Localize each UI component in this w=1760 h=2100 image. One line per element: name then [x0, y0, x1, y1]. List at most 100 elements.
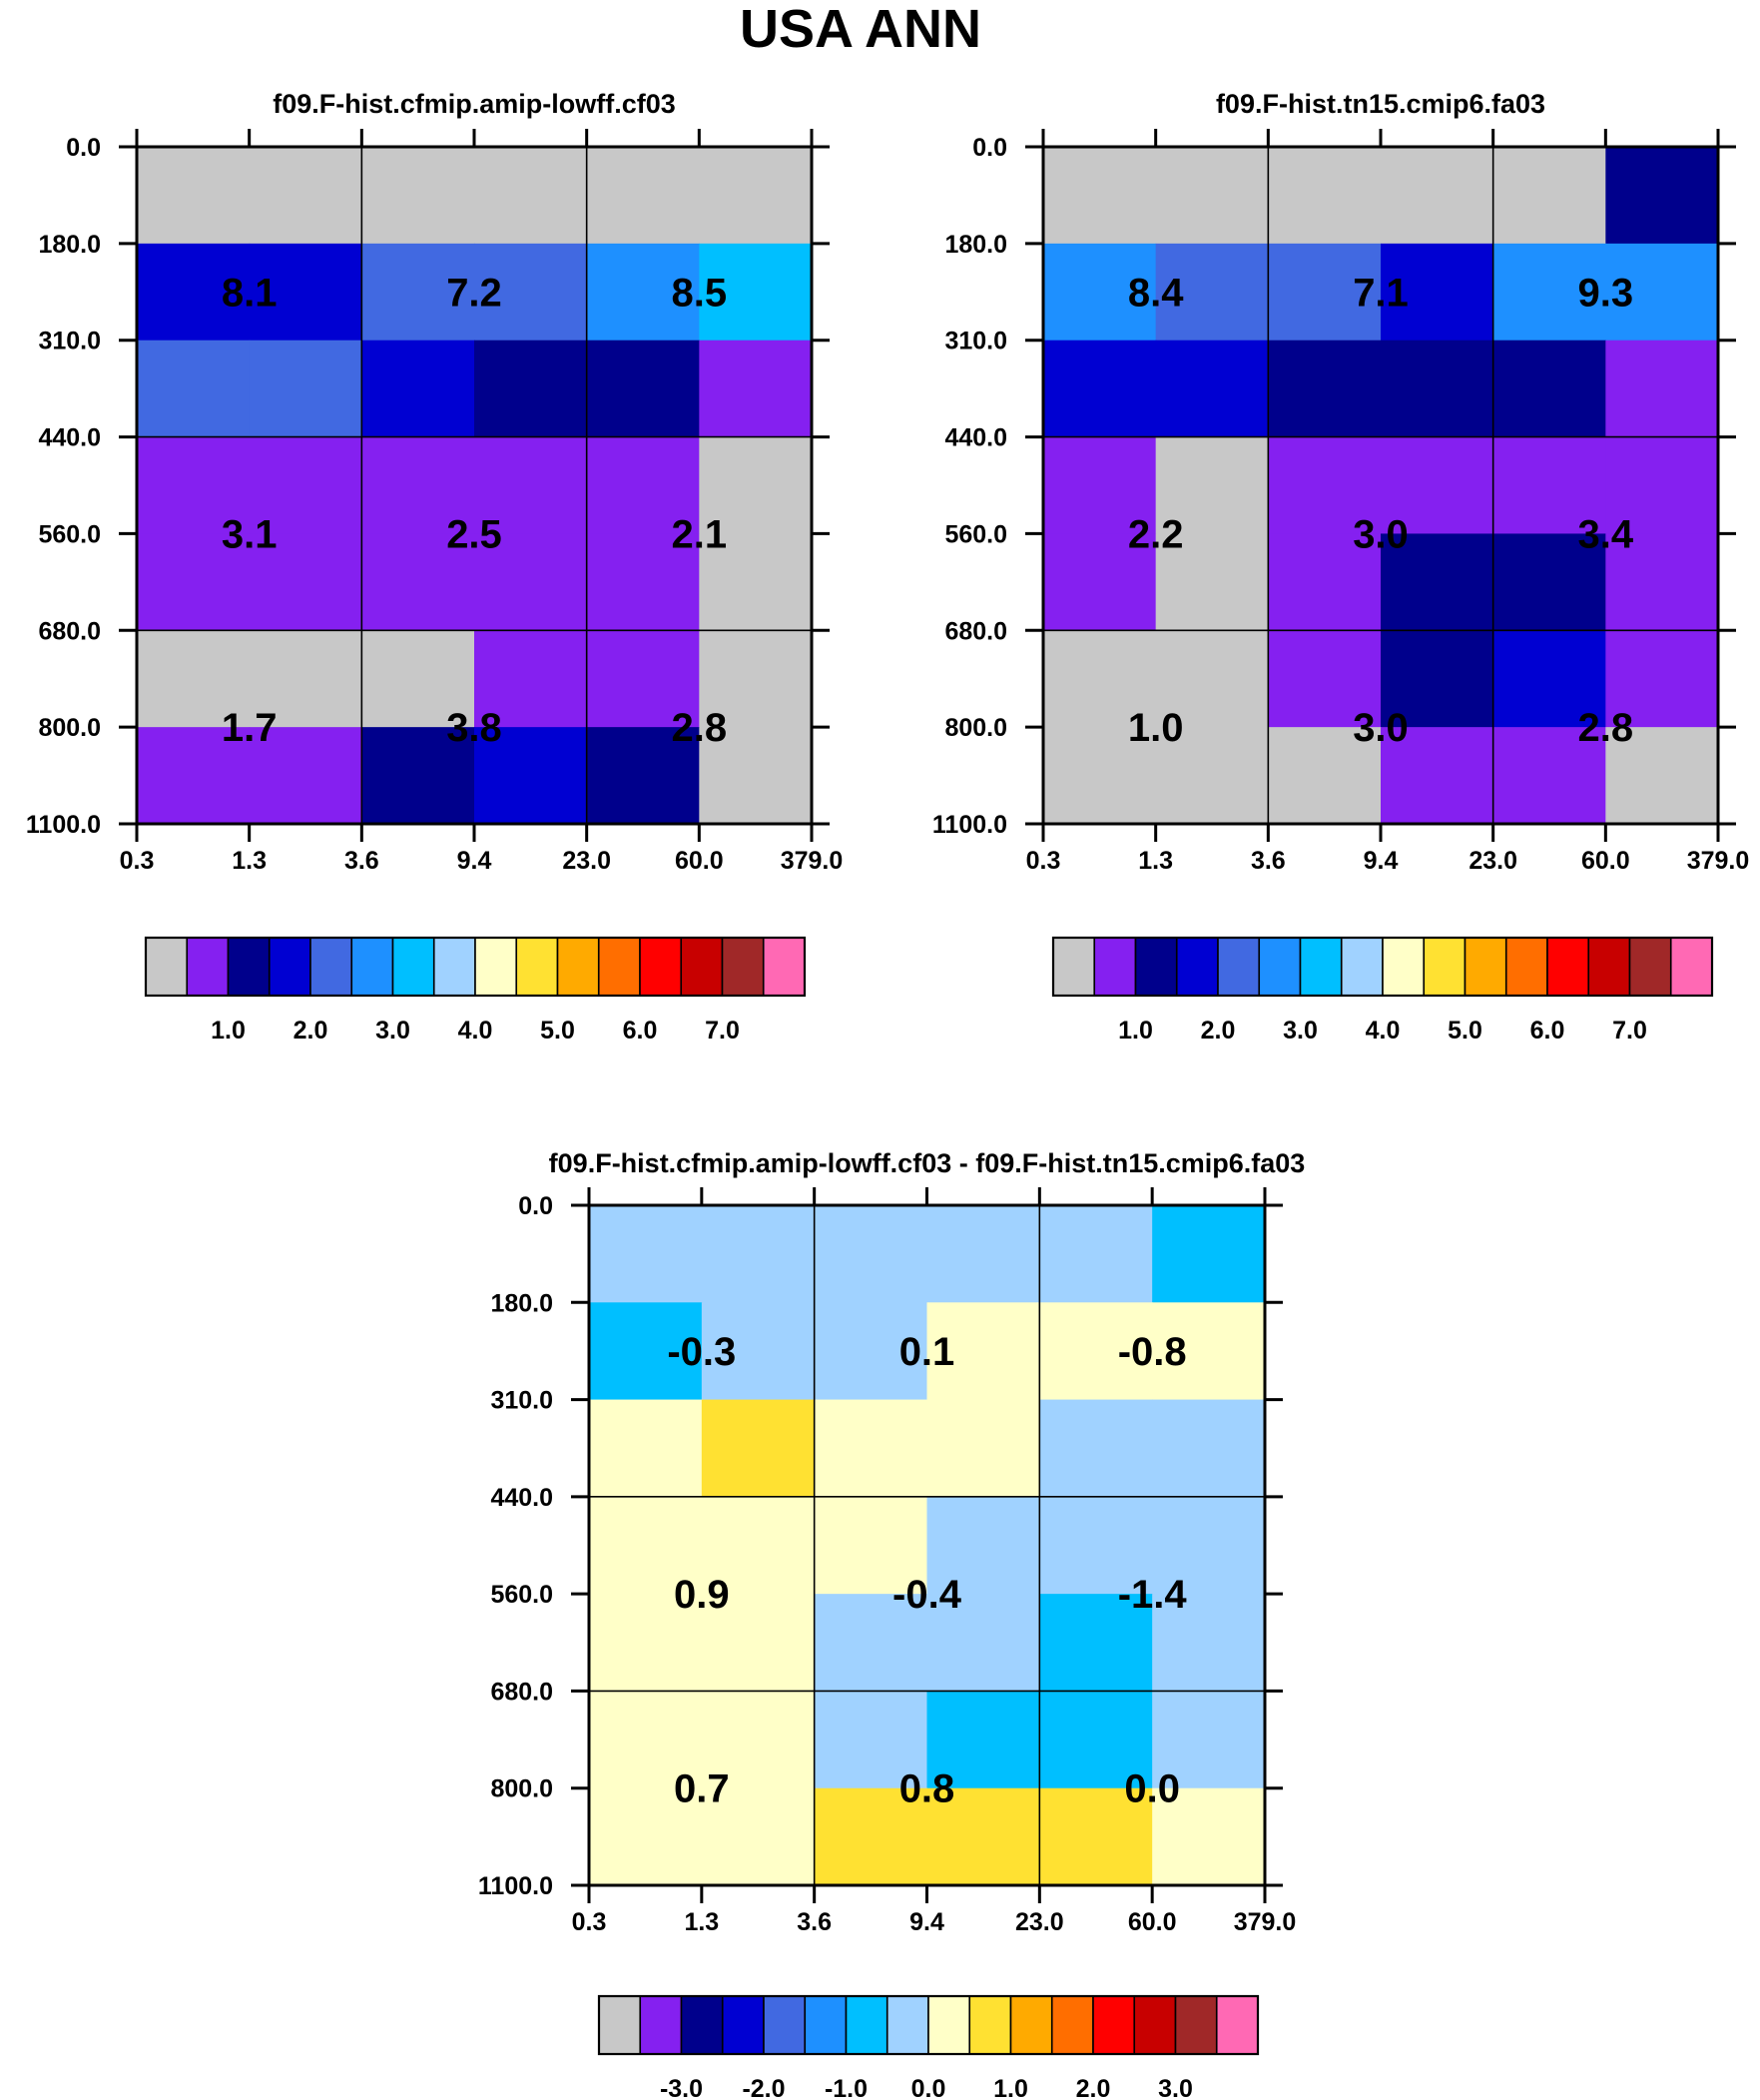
heatmap-cell	[699, 727, 813, 825]
y-tick-label: 560.0	[38, 520, 101, 548]
colorbar-box	[268, 937, 311, 997]
heatmap-cell	[586, 727, 700, 825]
x-tick-label: 3.6	[344, 847, 379, 875]
cell-value-label: 3.1	[222, 512, 278, 556]
tick-marks	[571, 1187, 1283, 1903]
heatmap-cell	[249, 727, 362, 825]
colorbar-box	[227, 937, 271, 997]
colorbar-box	[721, 1995, 765, 2055]
heatmap-cell	[1039, 1205, 1153, 1303]
heatmap-cell	[249, 630, 362, 728]
heatmap-cell	[926, 1787, 1040, 1886]
y-tick-label: 310.0	[490, 1387, 553, 1415]
x-tick-label: 23.0	[1015, 1908, 1064, 1936]
colorbar-box	[721, 937, 765, 997]
colorbar-box	[639, 1995, 683, 2055]
colorbar-label: -2.0	[742, 2075, 785, 2100]
heatmap-cell	[699, 630, 813, 728]
heatmap-cell	[1043, 243, 1157, 342]
colorbar-box	[1175, 937, 1219, 997]
y-tick-label: 680.0	[38, 617, 101, 645]
heatmap-cell	[1605, 533, 1719, 631]
heatmap-cells	[1043, 147, 1719, 825]
cell-value-label: 0.1	[899, 1330, 955, 1374]
cell-value-label: 8.5	[672, 271, 728, 315]
heatmap-cell	[699, 243, 813, 342]
colorbar-box	[885, 1995, 929, 2055]
colorbar-box	[1628, 937, 1672, 997]
heatmap-cell	[701, 1496, 816, 1595]
cell-value-label: 0.8	[899, 1767, 955, 1811]
panel-title: f09.F-hist.cfmip.amip-lowff.cf03	[273, 89, 676, 119]
grid-lines	[589, 1205, 1265, 1885]
y-tick-label: 680.0	[490, 1678, 553, 1706]
heatmap-cell	[474, 147, 588, 245]
colorbar-box	[1423, 937, 1467, 997]
colorbar-frame	[144, 936, 807, 998]
heatmap-cell	[586, 533, 700, 631]
heatmap-cell	[1152, 1399, 1266, 1498]
colorbar-label: -3.0	[660, 2075, 703, 2100]
x-tick-label: 23.0	[562, 847, 611, 875]
heatmap-cell	[589, 1691, 703, 1789]
cell-value-label: 3.8	[446, 706, 502, 750]
heatmap-cell	[1492, 727, 1606, 825]
y-tick-label: 440.0	[944, 424, 1007, 452]
colorbar-box	[1133, 1995, 1177, 2055]
heatmap-cell	[589, 1399, 703, 1498]
colorbar-label: 0.0	[911, 2075, 946, 2100]
heatmap-cell	[474, 340, 588, 438]
x-tick-label: 60.0	[675, 847, 724, 875]
heatmap-cell	[926, 1302, 1040, 1401]
panels: f09.F-hist.cfmip.amip-lowff.cf03 0.0 180.0…	[26, 89, 1749, 2100]
heatmap-cell	[137, 727, 251, 825]
heatmap-cell	[1043, 436, 1157, 535]
y-tick-label: 310.0	[38, 328, 101, 355]
heatmap-cell	[586, 340, 700, 438]
cell-value-label: 1.7	[222, 706, 278, 750]
heatmap-cell	[589, 1205, 703, 1303]
heatmap-cell	[1152, 1594, 1266, 1693]
colorbar-label: 5.0	[1448, 1017, 1482, 1045]
colorbar-box	[1134, 937, 1178, 997]
colorbar-label: 7.0	[705, 1017, 740, 1045]
heatmap-cell	[1605, 630, 1719, 728]
heatmap-cell	[1381, 340, 1494, 438]
colorbar-box	[432, 937, 476, 997]
heatmap-cell	[1043, 533, 1157, 631]
cell-value-label: 7.1	[1353, 271, 1409, 315]
heatmap-cell	[1155, 533, 1269, 631]
colorbar: 1.0 2.0 3.0 4.0 5.0 6.0 7.0	[144, 936, 807, 1045]
colorbar-box	[1340, 937, 1384, 997]
heatmap-cell	[1039, 1594, 1153, 1693]
colorbar-box	[474, 937, 518, 997]
colorbar-box	[1050, 1995, 1094, 2055]
colorbar-label: 3.0	[1283, 1017, 1318, 1045]
heatmap-cell	[701, 1787, 816, 1886]
colorbar-box	[639, 937, 683, 997]
heatmap-cell	[814, 1787, 928, 1886]
y-tick-label: 800.0	[38, 714, 101, 742]
heatmap-cells	[589, 1205, 1266, 1886]
cell-value-label: 2.1	[672, 512, 728, 556]
colorbar-label: 3.0	[375, 1017, 410, 1045]
heatmap-cell	[1155, 340, 1269, 438]
heatmap-cell	[1605, 727, 1719, 825]
colorbar-box	[350, 937, 394, 997]
heatmap-cell	[699, 533, 813, 631]
colorbar-box	[763, 1995, 807, 2055]
heatmap-cell	[586, 436, 700, 535]
colorbar-frame	[1051, 936, 1714, 998]
colorbar-label: 1.0	[993, 2075, 1028, 2100]
colorbar-label: 2.0	[1076, 2075, 1111, 2100]
heatmap-cell	[1155, 436, 1269, 535]
x-tick-label: 379.0	[781, 847, 844, 875]
cell-value-label: 1.0	[1128, 706, 1184, 750]
cell-value-label: 0.7	[674, 1767, 730, 1811]
y-tick-label: 800.0	[944, 714, 1007, 742]
colorbar-box	[1092, 1995, 1136, 2055]
heatmap-cell	[1152, 1205, 1266, 1303]
colorbar-box	[1174, 1995, 1218, 2055]
y-tick-label: 180.0	[490, 1289, 553, 1317]
cell-value-label: -0.8	[1118, 1330, 1187, 1374]
